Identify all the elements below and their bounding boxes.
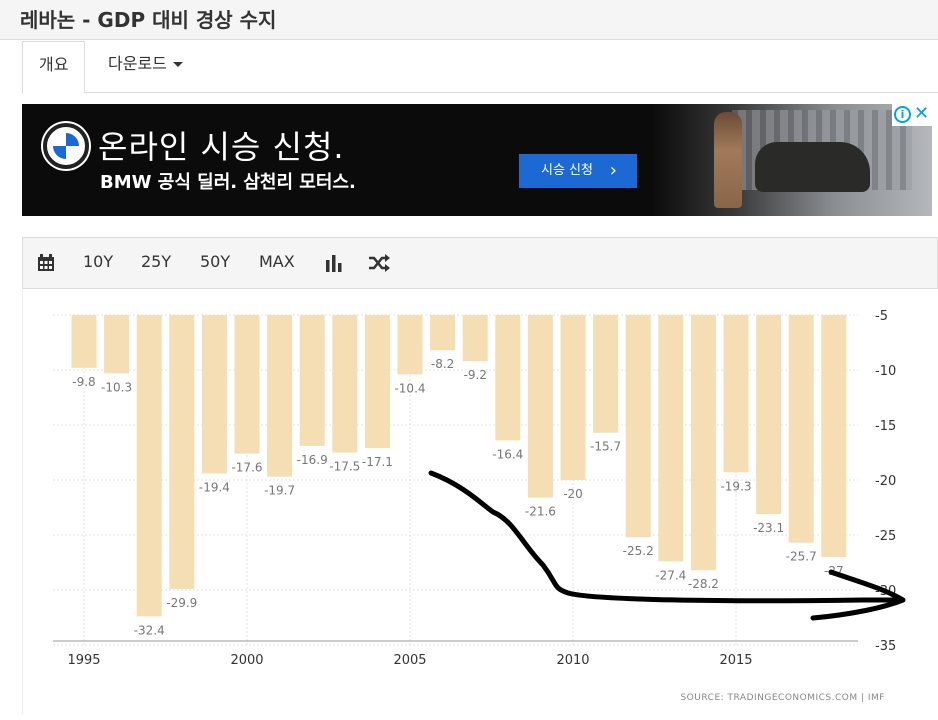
- bar: [234, 315, 260, 454]
- title-bar: 레바논 - GDP 대비 경상 수지: [0, 0, 938, 40]
- ad-banner[interactable]: 온라인 시승 신청. BMW 공식 딜러. 삼천리 모터스. 시승 신청 › i…: [22, 104, 932, 216]
- tab-download-label: 다운로드: [108, 54, 167, 73]
- bar-value-label: -10.3: [101, 380, 132, 394]
- x-tick-label: 2010: [556, 653, 589, 668]
- bar: [397, 315, 423, 375]
- y-tick-label: -20: [875, 474, 896, 489]
- range-max-button[interactable]: MAX: [259, 252, 295, 271]
- bar: [430, 315, 456, 351]
- bar-value-label: -16.4: [492, 447, 523, 461]
- bar-value-label: -8.2: [431, 357, 454, 371]
- ad-car-image: [755, 142, 870, 192]
- bar: [723, 315, 749, 473]
- tab-bar: 개요 다운로드: [22, 41, 938, 94]
- x-tick-label: 1995: [67, 653, 100, 668]
- bar: [104, 315, 130, 374]
- ad-headline: 온라인 시승 신청.: [98, 128, 345, 166]
- bar: [625, 315, 651, 538]
- bar-value-label: -15.7: [590, 440, 621, 454]
- y-tick-label: -15: [875, 419, 896, 434]
- y-tick-label: -10: [875, 364, 896, 379]
- bar: [462, 315, 488, 362]
- annotation-arrow-line: [428, 470, 904, 604]
- bar-value-label: -19.4: [199, 480, 230, 494]
- bar-value-label: -17.1: [362, 455, 393, 469]
- ad-cta-button[interactable]: 시승 신청 ›: [519, 154, 637, 188]
- bar: [71, 315, 97, 368]
- bar-value-label: -19.3: [720, 479, 751, 493]
- range-10y-button[interactable]: 10Y: [83, 252, 114, 271]
- chart-toolbar: 10Y 25Y 50Y MAX: [22, 237, 938, 289]
- bar: [201, 315, 227, 474]
- x-tick-label: 2000: [230, 653, 263, 668]
- bar: [821, 315, 847, 557]
- ad-subline: BMW 공식 딜러. 삼천리 모터스.: [100, 172, 356, 193]
- bar: [267, 315, 293, 477]
- bar: [364, 315, 390, 449]
- y-tick-label: -25: [875, 529, 896, 544]
- source-label: SOURCE: TRADINGECONOMICS.COM | IMF: [680, 693, 885, 703]
- close-icon[interactable]: ✕: [914, 104, 930, 124]
- y-tick-label: -5: [875, 309, 888, 324]
- bar: [756, 315, 782, 515]
- bar-value-label: -25.2: [623, 544, 654, 558]
- bar-value-label: -19.7: [264, 484, 295, 498]
- x-tick-label: 2015: [719, 653, 752, 668]
- bar-value-label: -27.4: [655, 568, 686, 582]
- page-title: 레바논 - GDP 대비 경상 수지: [20, 8, 277, 32]
- bar: [299, 315, 325, 446]
- bar: [169, 315, 195, 589]
- bar-value-label: -9.2: [463, 368, 486, 382]
- caret-down-icon: [172, 62, 183, 67]
- x-tick-label: 2005: [393, 653, 426, 668]
- chevron-right-icon: ›: [609, 160, 617, 181]
- annotation-arrow-head: [810, 569, 906, 621]
- bar: [788, 315, 814, 543]
- bar-value-label: -20: [563, 487, 583, 501]
- bar: [690, 315, 716, 571]
- bar-value-label: -17.6: [231, 461, 262, 475]
- bar-chart: -5-10-15-20-25-30-35-9.8 -10.3-32.4-29.9-…: [53, 309, 906, 703]
- ad-controls: i ✕: [892, 104, 932, 126]
- bar-chart-icon[interactable]: [325, 254, 343, 272]
- bar-value-label: -10.4: [394, 381, 425, 395]
- bar-value-label: -21.6: [525, 505, 556, 519]
- shuffle-icon[interactable]: [368, 254, 390, 272]
- bar-value-label: -9.8: [72, 375, 95, 389]
- bar-value-label: -32.4: [134, 623, 165, 637]
- bar: [593, 315, 619, 433]
- bar-value-label: -23.1: [753, 521, 784, 535]
- chart-area: -5 -10 -15 -20 -25 -30 -35 -9.8 -10.3 -32.4 -29.9-…: [22, 290, 938, 714]
- ad-person-image: [714, 112, 742, 208]
- calendar-icon[interactable]: [37, 254, 55, 272]
- ad-cta-label: 시승 신청: [541, 163, 593, 178]
- bar: [560, 315, 586, 480]
- y-tick-label: -35: [875, 639, 896, 654]
- bar: [136, 315, 162, 617]
- tab-download[interactable]: 다운로드: [92, 41, 199, 93]
- bar-value-label: -17.5: [329, 460, 360, 474]
- bmw-logo-icon: [43, 123, 89, 169]
- range-50y-button[interactable]: 50Y: [200, 252, 231, 271]
- bar: [495, 315, 521, 441]
- bar-value-label: -29.9: [166, 596, 197, 610]
- bar-value-label: -28.2: [688, 577, 719, 591]
- bar-value-label: -25.7: [786, 550, 817, 564]
- bar: [332, 315, 358, 453]
- bar: [658, 315, 684, 562]
- tab-overview[interactable]: 개요: [22, 41, 86, 94]
- range-25y-button[interactable]: 25Y: [141, 252, 172, 271]
- info-icon[interactable]: i: [894, 106, 911, 123]
- bar: [527, 315, 553, 498]
- bar-value-label: -16.9: [297, 453, 328, 467]
